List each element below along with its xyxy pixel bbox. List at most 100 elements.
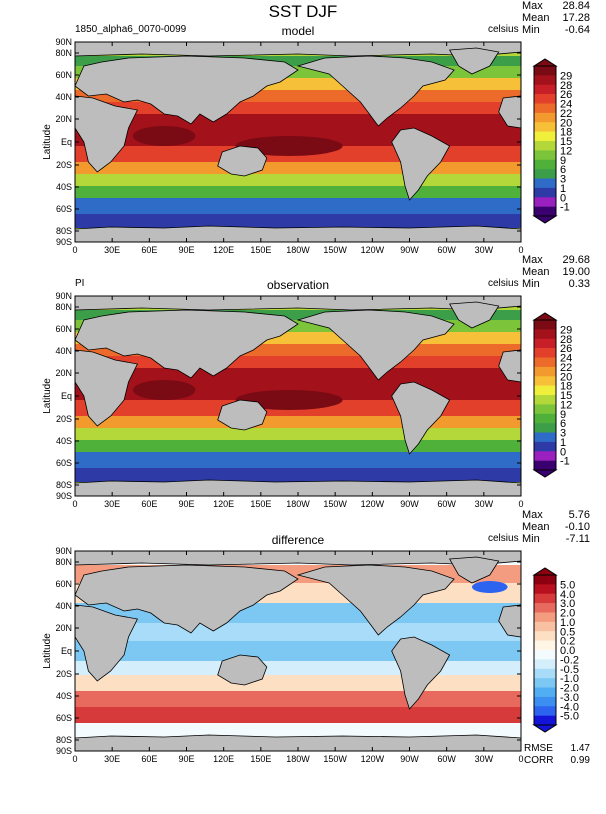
colorbar-label: -1: [560, 456, 570, 468]
lon-tick-label: 120W: [361, 499, 385, 508]
stat-max-label: Max: [522, 0, 543, 12]
stat-rmse-label: RMSE: [524, 743, 553, 754]
colorbar-label: 3.0: [560, 598, 575, 610]
land-greenland: [448, 556, 500, 584]
lat-tick-label: Eq: [61, 137, 72, 147]
lon-tick-label: 150E: [250, 245, 271, 254]
lat-tick-label: 80N: [55, 302, 72, 312]
colorbar-label: -1: [560, 202, 570, 214]
colorbar-label: -2.0: [560, 683, 579, 695]
lat-tick-label: 80S: [56, 735, 72, 745]
lat-tick-label: 60S: [56, 204, 72, 214]
colorbar-swatch: [534, 75, 556, 86]
lon-tick-label: 0: [72, 245, 77, 254]
stat-max-value: 5.76: [568, 509, 590, 521]
colorbar-swatch: [534, 593, 556, 604]
lon-tick-label: 0: [72, 499, 77, 508]
lon-tick-label: 0: [518, 499, 523, 508]
figure-title: SST DJF: [268, 2, 338, 21]
lon-tick-label: 30E: [104, 754, 120, 763]
stat-mean-label: Mean: [522, 12, 550, 24]
land-africa: [74, 604, 138, 682]
run-label: 1850_alpha6_0070-0099: [75, 24, 187, 35]
colorbar-swatch: [534, 84, 556, 95]
colorbar-label: 26: [560, 89, 572, 101]
colorbar-swatch: [534, 169, 556, 179]
colorbar-label: 9: [560, 409, 566, 421]
colorbar-label: 18: [560, 127, 572, 139]
lon-tick-label: 60W: [437, 245, 456, 254]
colorbar-label: 12: [560, 145, 572, 157]
lat-tick-label: 60S: [56, 713, 72, 723]
lon-tick-label: 90E: [178, 499, 194, 508]
lon-tick-label: 0: [518, 245, 523, 254]
land-australia: [217, 399, 268, 431]
colorbar-label: -3.0: [560, 692, 579, 704]
colorbar-swatch: [534, 338, 556, 349]
colorbar-label: 20: [560, 117, 572, 129]
lon-tick-label: 90W: [400, 754, 419, 763]
colorbar-label: 0: [560, 446, 566, 458]
stat-mean-label: Mean: [522, 266, 550, 278]
colorbar-label: 24: [560, 353, 572, 365]
colorbar-swatch: [534, 640, 556, 651]
lon-tick-label: 0: [518, 754, 523, 763]
lat-tick-label: 90N: [55, 291, 72, 301]
colorbar-swatch: [534, 706, 556, 716]
colorbar-swatch: [534, 423, 556, 433]
colorbar-swatch: [534, 584, 556, 595]
colorbar-swatch: [534, 395, 556, 405]
lat-tick-label: 20N: [55, 623, 72, 633]
stat-corr-label: CORR: [524, 755, 554, 766]
units-label: celsius: [488, 278, 519, 289]
lat-tick-label: 60N: [55, 70, 72, 80]
lon-tick-label: 150W: [323, 499, 347, 508]
land-africa_w: [498, 95, 522, 129]
stat-mean-value: -0.10: [564, 521, 590, 533]
colorbar-swatch: [534, 385, 556, 396]
colorbar-swatch: [534, 621, 556, 632]
stat-min-label: Min: [522, 24, 540, 36]
lat-tick-label: 40N: [55, 346, 72, 356]
land-eurasia: [74, 564, 299, 634]
lon-tick-label: 150W: [323, 245, 347, 254]
stat-max-value: 29.68: [562, 254, 590, 266]
lat-tick-label: Eq: [61, 391, 72, 401]
colorbar-label: -4.0: [560, 701, 579, 713]
colorbar-swatch: [534, 187, 556, 198]
lon-tick-label: 90W: [400, 499, 419, 508]
colorbar-label: 12: [560, 399, 572, 411]
colorbar-swatch: [534, 413, 556, 424]
colorbar-label: 15: [560, 390, 572, 402]
lon-tick-label: 60E: [141, 499, 157, 508]
colorbar-label: 3: [560, 174, 566, 186]
colorbar-label: 4.0: [560, 589, 575, 601]
colorbar-swatch: [534, 376, 556, 386]
units-label: celsius: [488, 24, 519, 35]
colorbar-swatch: [534, 678, 556, 688]
colorbar-swatch: [534, 460, 556, 471]
stat-max-label: Max: [522, 254, 543, 266]
lat-tick-label: 40N: [55, 601, 72, 611]
land-samerica: [391, 636, 451, 710]
lat-tick-label: 90N: [55, 546, 72, 556]
lat-tick-label: 20S: [56, 414, 72, 424]
lat-tick-label: 90N: [55, 37, 72, 47]
colorbar-swatch: [534, 320, 556, 330]
colorbar-label: 6: [560, 418, 566, 430]
colorbar-swatch: [534, 122, 556, 132]
colorbar-swatch: [534, 668, 556, 679]
colorbar-swatch: [534, 687, 556, 698]
colorbar-label: 29: [560, 324, 572, 336]
stat-rmse-value: 1.47: [570, 743, 590, 754]
lon-tick-label: 90W: [400, 245, 419, 254]
colorbar-swatch: [534, 141, 556, 151]
colorbar-label: 0.2: [560, 636, 575, 648]
colorbar-swatch: [534, 112, 556, 123]
lat-tick-label: 90S: [56, 491, 72, 501]
lat-tick-label: 60N: [55, 324, 72, 334]
colorbar-label: -5.0: [560, 711, 579, 723]
land-africa_w: [498, 349, 522, 383]
lon-tick-label: 150E: [250, 499, 271, 508]
